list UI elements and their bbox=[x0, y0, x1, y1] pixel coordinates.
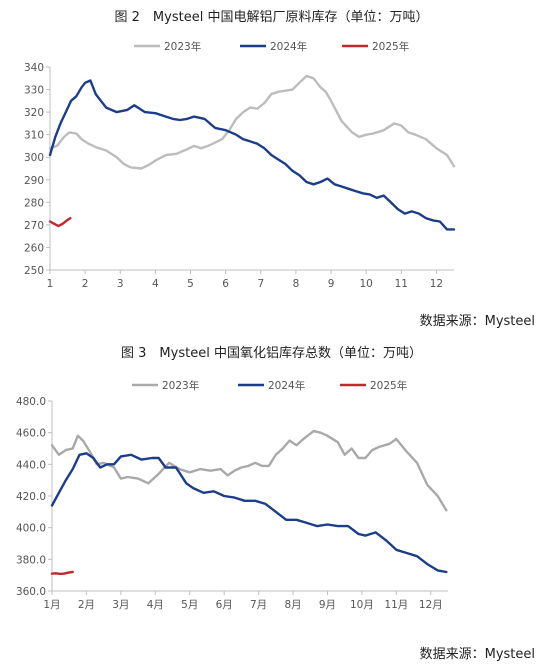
x-tick-label-10: 11月 bbox=[384, 599, 408, 611]
x-tick-label-1: 2 bbox=[82, 278, 89, 290]
x-tick-label-4: 5月 bbox=[181, 599, 198, 611]
y-tick-label-9: 340 bbox=[24, 62, 44, 74]
y-tick-label-0: 250 bbox=[24, 265, 44, 277]
x-tick-label-7: 8 bbox=[293, 278, 300, 290]
legend-label-2: 2025年 bbox=[372, 40, 409, 53]
x-tick-label-3: 4月 bbox=[147, 599, 164, 611]
y-tick-label-8: 330 bbox=[24, 85, 44, 97]
figure-2-title: 图 2 Mysteel 中国电解铝厂原料库存（单位：万吨） bbox=[114, 10, 429, 25]
y-tick-label-6: 480.0 bbox=[16, 396, 46, 408]
series-line-2024年 bbox=[50, 452, 448, 574]
figure-3-source: 数据来源：Mysteel bbox=[419, 647, 535, 662]
series-line-2024年 bbox=[48, 79, 456, 231]
x-tick-label-7: 8月 bbox=[284, 599, 301, 611]
x-tick-label-6: 7 bbox=[257, 278, 264, 290]
x-tick-label-4: 5 bbox=[187, 278, 194, 290]
y-tick-label-6: 310 bbox=[24, 130, 44, 142]
y-tick-label-3: 280 bbox=[24, 197, 44, 209]
figure-3-title: 图 3 Mysteel 中国氧化铝库存总数（单位：万吨） bbox=[121, 346, 422, 361]
x-tick-label-9: 10 bbox=[359, 278, 372, 290]
legend-label-0: 2023年 bbox=[162, 379, 199, 392]
y-tick-label-5: 460.0 bbox=[16, 428, 46, 440]
x-tick-label-9: 10月 bbox=[350, 599, 374, 611]
x-tick-label-11: 12月 bbox=[419, 599, 443, 611]
x-tick-label-0: 1月 bbox=[43, 599, 60, 611]
chart-raw-material-stock: 2023年 2024年 2025年2502602702802903003103203… bbox=[24, 40, 456, 290]
legend-label-1: 2024年 bbox=[268, 379, 305, 392]
figure-2-source: 数据来源：Mysteel bbox=[419, 314, 535, 329]
y-tick-label-4: 290 bbox=[24, 175, 44, 187]
series-line-2023年 bbox=[48, 74, 456, 170]
y-tick-label-1: 260 bbox=[24, 242, 44, 254]
x-tick-label-3: 4 bbox=[152, 278, 159, 290]
x-tick-label-6: 7月 bbox=[250, 599, 267, 611]
x-tick-label-0: 1 bbox=[47, 278, 54, 290]
legend-label-0: 2023年 bbox=[164, 40, 201, 53]
y-tick-label-4: 440.0 bbox=[16, 459, 46, 471]
y-tick-label-2: 270 bbox=[24, 220, 44, 232]
legend-label-2: 2025年 bbox=[370, 379, 407, 392]
y-tick-label-1: 380.0 bbox=[16, 554, 46, 566]
chart-alumina-stock: 2023年 2024年 2025年 360.0 380.0 400.0 420.0 440.0… bbox=[16, 379, 448, 611]
legend-label-1: 2024年 bbox=[270, 40, 307, 53]
y-tick-label-5: 300 bbox=[24, 152, 44, 164]
x-tick-label-5: 6 bbox=[222, 278, 229, 290]
x-tick-label-8: 9 bbox=[328, 278, 335, 290]
x-tick-label-5: 6月 bbox=[216, 599, 233, 611]
series-line-2025年 bbox=[50, 570, 74, 576]
series-line-2023年 bbox=[50, 429, 448, 512]
y-tick-label-0: 360.0 bbox=[16, 586, 46, 598]
x-tick-label-2: 3月 bbox=[112, 599, 129, 611]
series-line-2025年 bbox=[48, 216, 72, 228]
y-tick-label-7: 320 bbox=[24, 107, 44, 119]
x-tick-label-2: 3 bbox=[117, 278, 124, 290]
x-tick-label-11: 12 bbox=[430, 278, 443, 290]
y-tick-label-2: 400.0 bbox=[16, 523, 46, 535]
x-tick-label-1: 2月 bbox=[78, 599, 95, 611]
x-tick-label-8: 9月 bbox=[319, 599, 336, 611]
y-tick-label-3: 420.0 bbox=[16, 491, 46, 503]
x-tick-label-10: 11 bbox=[395, 278, 408, 290]
